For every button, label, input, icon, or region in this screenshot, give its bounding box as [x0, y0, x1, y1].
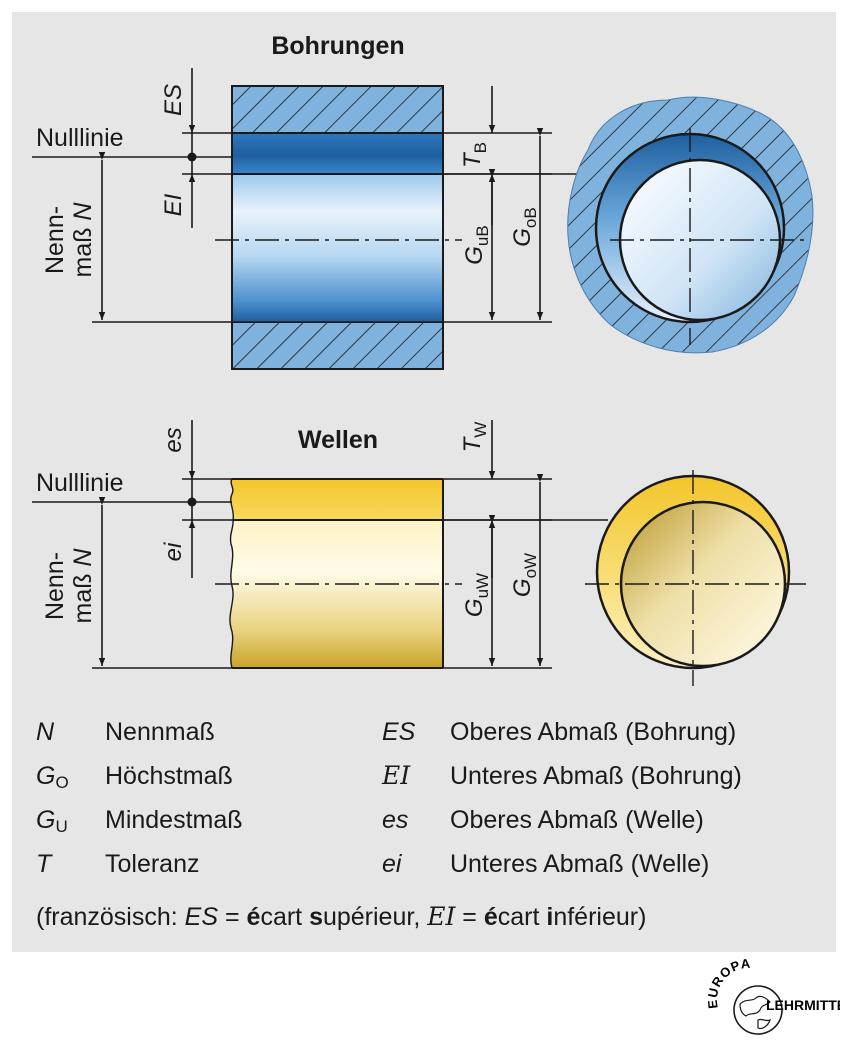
label-GuW-sub: uW — [473, 573, 492, 599]
label-es: es — [160, 427, 187, 452]
fn-w4: nférieur) — [553, 903, 647, 931]
fn-e1: é — [246, 903, 261, 931]
fn-w3: cart — [497, 903, 547, 931]
legend-left-symbol: N — [36, 718, 55, 746]
legend-left-text: Mindestmaß — [105, 806, 243, 834]
fn-s1: s — [309, 903, 323, 931]
shaft-body — [229, 520, 443, 668]
fn-w1: cart — [260, 903, 310, 931]
label-GuB-main: G — [461, 246, 488, 265]
legend-right-symbol: EI — [382, 761, 411, 790]
label-GuW-main: G — [461, 598, 488, 617]
shaft-nominal-line2: maß N — [69, 548, 97, 624]
fn-eq1: = — [218, 903, 247, 931]
fn-eq2: = — [455, 903, 484, 931]
label-TW-sub: W — [471, 422, 490, 438]
shaft-left-wavy-edge — [229, 478, 235, 669]
label-GuB-sub: uB — [473, 225, 492, 246]
legend-left-symbol: T — [36, 850, 52, 878]
tolerance-diagram: Bohrungen ES EI Nulllinie Nenn- maß N TB… — [32, 32, 814, 686]
legend-left-text: Toleranz — [105, 850, 200, 878]
label-GoW-main: G — [509, 578, 536, 597]
fn-prefix: (französisch: — [36, 903, 185, 931]
logo-bottom-text: LEHRMITTEL — [766, 997, 840, 1013]
legend-right-text: Unteres Abmaß (Welle) — [450, 850, 710, 878]
legend-right-symbol: ES — [382, 718, 416, 746]
label-TB-main: T — [459, 151, 486, 168]
label-ei: ei — [160, 542, 187, 561]
bore-nominal-line2: maß N — [69, 202, 97, 278]
bore-nominal-line1: Nenn- — [41, 206, 69, 274]
globe-continents — [739, 995, 772, 1030]
shaft-nulllinie-label: Nulllinie — [36, 469, 124, 497]
europa-lehrmittel-logo: EUROPA LEHRMITTEL — [705, 958, 840, 1035]
bore-tolerance-band — [232, 133, 443, 174]
fn-i2: i — [546, 903, 554, 931]
bore-body — [232, 174, 443, 322]
label-ES: ES — [160, 84, 187, 116]
label-GoW-sub: oW — [521, 553, 540, 579]
label-GuW: GuW — [461, 573, 492, 617]
shaft-tolerance-band — [230, 479, 443, 520]
legend-left-text: Nennmaß — [105, 718, 215, 746]
holes-title: Bohrungen — [271, 32, 404, 60]
legend-right-symbol: ei — [382, 850, 402, 878]
legend-right-text: Oberes Abmaß (Welle) — [450, 806, 704, 834]
legend-G-sub: U — [55, 817, 68, 836]
legend-right-symbol: es — [382, 806, 409, 834]
label-GuB: GuB — [461, 225, 492, 264]
bore-nominal-word: maß — [69, 228, 97, 278]
label-TW-main: T — [459, 435, 486, 452]
fn-es-symbol: ES — [184, 903, 219, 931]
label-EI: EI — [160, 193, 187, 216]
label-GoW: GoW — [509, 553, 540, 597]
legend-left-text: Höchstmaß — [105, 762, 233, 790]
bore-nominal-symbol: N — [69, 202, 97, 221]
legend-right-text: Unteres Abmaß (Bohrung) — [450, 762, 742, 790]
fn-ei-symbol: EI — [427, 902, 456, 931]
label-TB-sub: B — [471, 142, 490, 153]
fn-w2: upérieur, — [322, 903, 428, 931]
footnote: (französisch: ES = écart supérieur, EI =… — [36, 902, 646, 932]
bore-nulllinie-label: Nulllinie — [36, 124, 124, 152]
legend-right-text: Oberes Abmaß (Bohrung) — [450, 718, 737, 746]
legend-left-symbol: GO — [36, 761, 69, 798]
legend-G-main: G — [36, 762, 56, 790]
label-GoB-sub: oB — [521, 207, 540, 228]
legend: N Nennmaß GO Höchstmaß GU Mindestmaß T T… — [36, 718, 742, 878]
shafts-title: Wellen — [298, 426, 378, 454]
label-GoB-main: G — [509, 228, 536, 247]
shaft-nominal-word: maß — [69, 574, 97, 624]
shaft-nominal-symbol: N — [69, 548, 97, 567]
legend-G-main: G — [36, 806, 56, 834]
label-TB: TB — [459, 142, 490, 168]
fn-e2: é — [483, 903, 498, 931]
legend-left-symbol: GU — [36, 805, 68, 842]
globe-icon — [733, 985, 783, 1035]
legend-G-sub: O — [55, 773, 69, 792]
label-GoB: GoB — [509, 207, 540, 246]
label-TW: TW — [459, 422, 490, 453]
shaft-nominal-line1: Nenn- — [41, 552, 69, 620]
